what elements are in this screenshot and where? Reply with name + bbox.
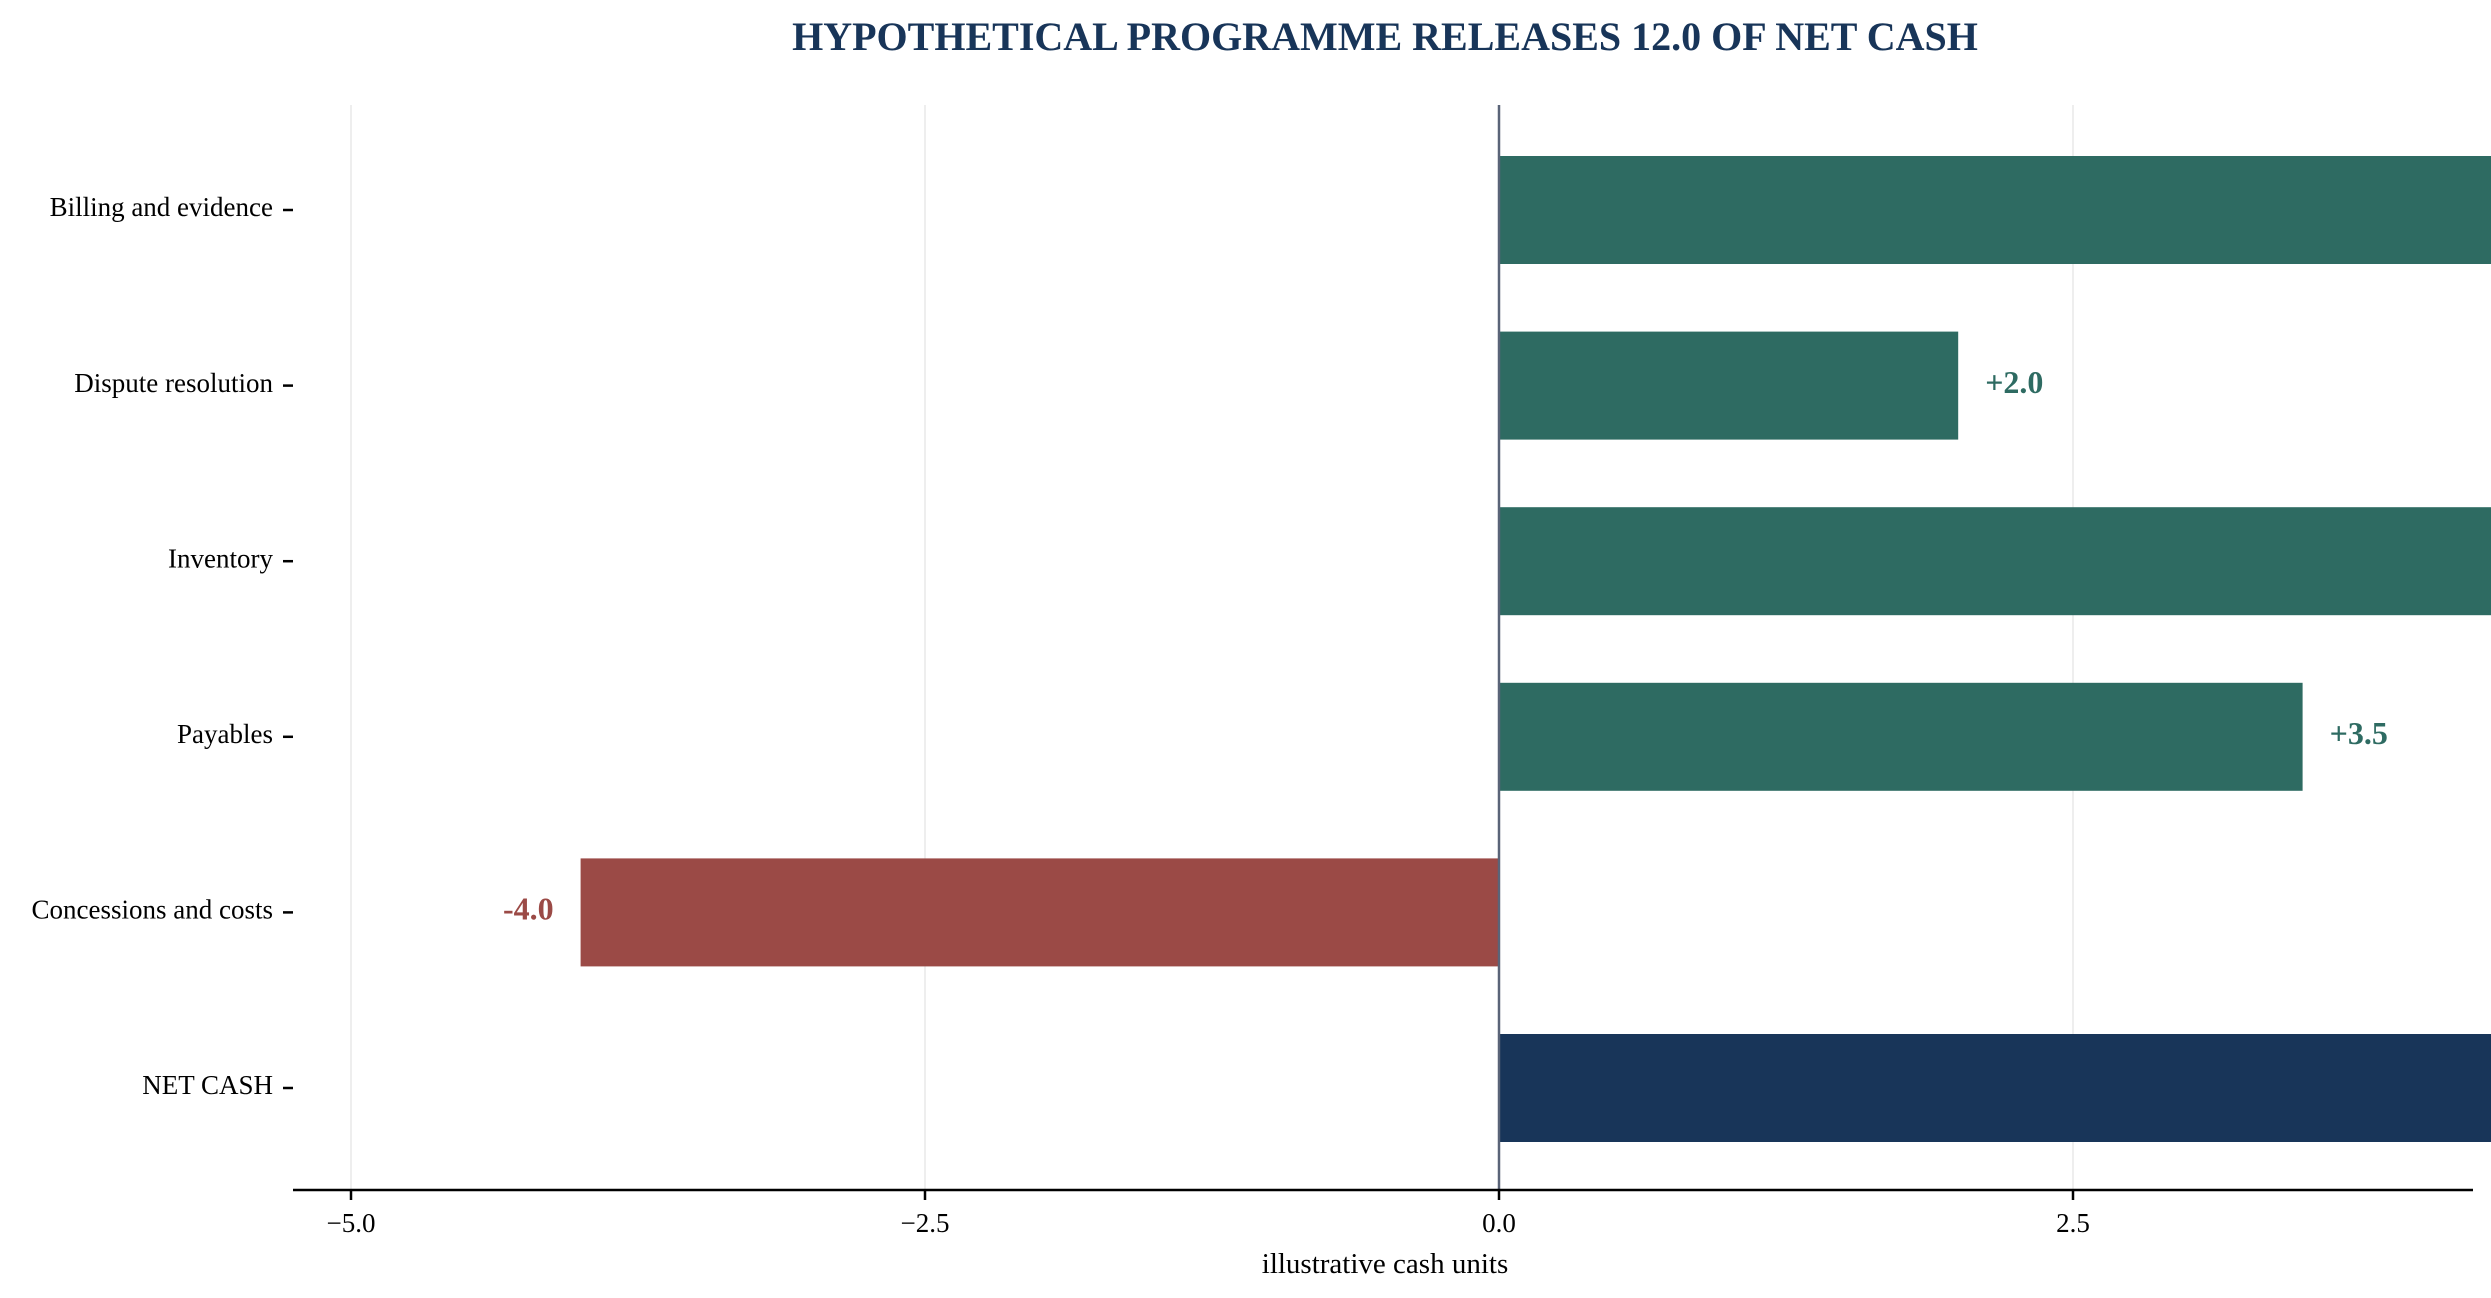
y-tick-label: Billing and evidence <box>50 192 273 222</box>
data-label: +2.0 <box>1985 364 2043 400</box>
bars <box>580 156 2491 1142</box>
data-label: -4.0 <box>503 891 554 927</box>
y-tick-label: Dispute resolution <box>74 368 273 398</box>
data-label: +3.5 <box>2330 715 2388 751</box>
x-axis: −5.0−2.50.02.55.07.510.012.5 <box>293 1188 2473 1238</box>
bar <box>1499 682 2303 791</box>
y-tick-label: Inventory <box>168 543 273 573</box>
x-tick-label: 2.5 <box>2056 1208 2090 1238</box>
bar <box>1499 156 2491 264</box>
y-tick-label: NET CASH <box>142 1070 273 1100</box>
bar <box>580 858 1499 967</box>
y-tick-label: Concessions and costs <box>32 895 273 925</box>
data-labels: +4.5+2.0+6.0+3.5-4.012.0 <box>503 364 2388 927</box>
x-tick-label: −5.0 <box>327 1208 376 1238</box>
bar <box>1499 331 1959 440</box>
chart-title: HYPOTHETICAL PROGRAMME RELEASES 12.0 OF … <box>792 14 1978 59</box>
x-axis-label: illustrative cash units <box>1262 1248 1508 1280</box>
x-tick-label: −2.5 <box>901 1208 950 1238</box>
bar <box>1499 507 2491 616</box>
x-tick-label: 0.0 <box>1482 1208 1516 1238</box>
grid-lines <box>350 105 2074 1190</box>
bar <box>1499 1034 2491 1142</box>
y-axis: Billing and evidence Dispute resolution In… <box>32 192 293 1100</box>
y-tick-label: Payables <box>177 719 273 749</box>
